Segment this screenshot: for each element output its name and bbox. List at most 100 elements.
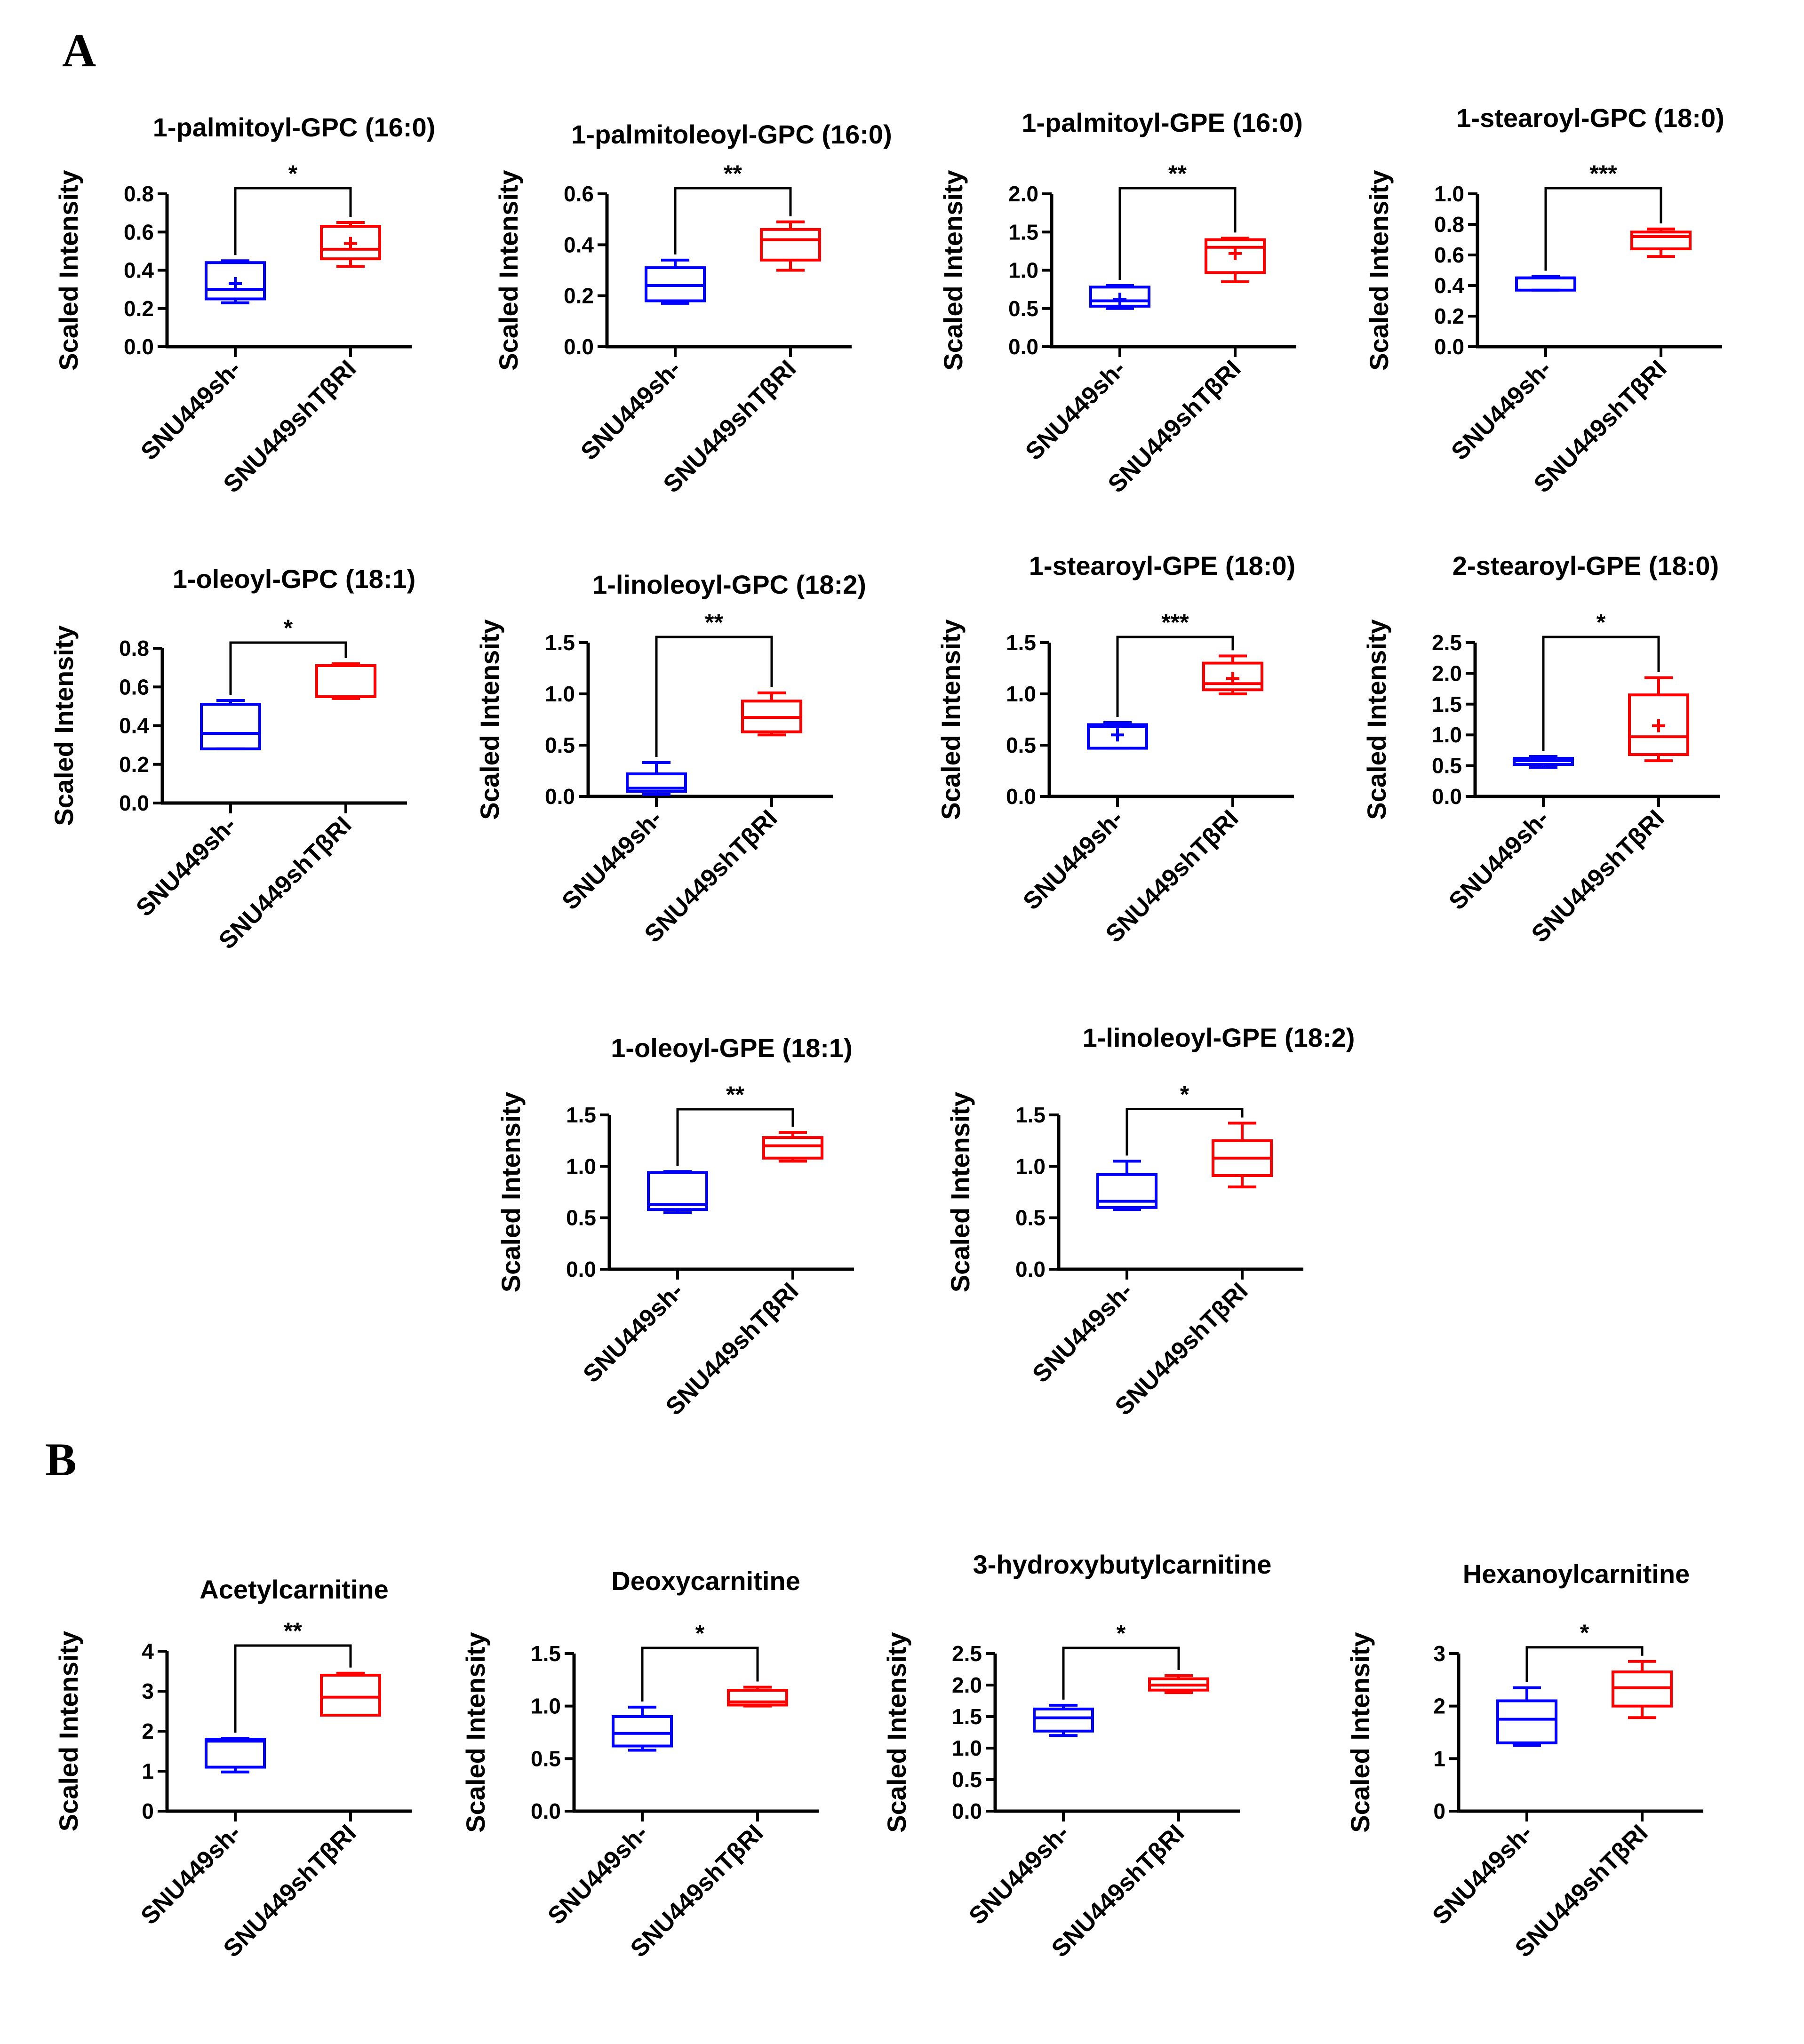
iqr-box xyxy=(200,703,261,750)
y-tick-label: 1.0 xyxy=(1006,682,1036,706)
y-axis-label: Scaled Intensity xyxy=(475,619,504,819)
y-tick-label: 0.6 xyxy=(119,675,149,699)
x-category-label: SNU449sh- xyxy=(578,1277,688,1388)
significance-label: *** xyxy=(1589,160,1617,187)
box-shTbRI xyxy=(1212,1121,1273,1189)
y-tick-label: 0.4 xyxy=(119,714,149,738)
y-tick-label: 0.2 xyxy=(564,284,594,308)
y-tick-label: 0.0 xyxy=(124,334,154,359)
y-axis-label: Scaled Intensity xyxy=(461,1632,490,1832)
chart-panel-7: 1-stearoyl-GPE (18:0) Scaled Intensity 0.0… xyxy=(936,551,1295,948)
y-tick-label: 0.0 xyxy=(1008,334,1038,359)
iqr-box xyxy=(1496,1699,1557,1744)
y-tick-label: 2.5 xyxy=(952,1641,982,1666)
chart-panel-9: 1-oleoyl-GPE (18:1) Scaled Intensity 0.0 0.… xyxy=(496,1033,854,1421)
y-tick-label: 2.0 xyxy=(1432,661,1462,685)
significance-label: * xyxy=(1180,1081,1189,1107)
x-category-label: SNU449sh- xyxy=(1020,355,1131,465)
chart-panel-11: Acetylcarnitine Scaled Intensity 0 1 2 3 4 SNU4… xyxy=(54,1575,412,1963)
y-axis-label: Scaled Intensity xyxy=(496,1092,526,1292)
iqr-box xyxy=(1515,276,1576,292)
iqr-box xyxy=(760,228,821,262)
iqr-box xyxy=(320,225,381,261)
y-tick-label: 0.5 xyxy=(545,733,575,757)
iqr-box xyxy=(1202,661,1263,692)
y-tick-label: 0.0 xyxy=(1015,1257,1046,1281)
significance-bracket xyxy=(655,636,773,757)
y-axis-label: Scaled Intensity xyxy=(938,170,968,370)
y-tick-label: 0.4 xyxy=(564,232,594,257)
y-tick-label: 0.2 xyxy=(124,296,154,321)
y-tick-label: 0.0 xyxy=(1432,784,1462,809)
box-shTbRI xyxy=(762,1131,823,1163)
y-tick-label: 0.8 xyxy=(124,182,154,206)
y-tick-label: 0.4 xyxy=(124,258,154,283)
box-sh-control xyxy=(1515,275,1576,292)
y-tick-label: 0.2 xyxy=(1434,304,1464,328)
significance-label: * xyxy=(1580,1620,1589,1646)
significance-bracket xyxy=(1116,636,1234,717)
chart-title: Deoxycarnitine xyxy=(611,1566,800,1596)
chart-panel-1: 1-palmitoyl-GPC (16:0) Scaled Intensity 0.… xyxy=(54,112,435,498)
iqr-box xyxy=(205,261,266,301)
y-tick-label: 0.5 xyxy=(1432,754,1462,778)
chart-title: 1-palmitoleoyl-GPC (16:0) xyxy=(571,119,892,149)
box-sh-control xyxy=(626,761,687,796)
y-tick-label: 0 xyxy=(142,1799,154,1823)
box-sh-control xyxy=(205,1737,266,1774)
y-tick-label: 1.0 xyxy=(1015,1154,1046,1178)
x-category-label: SNU449sh- xyxy=(1027,1277,1138,1388)
iqr-box xyxy=(1089,286,1150,308)
x-category-label: SNU449sh- xyxy=(543,1819,653,1930)
y-tick-label: 1.5 xyxy=(952,1704,982,1729)
significance-label: * xyxy=(695,1620,705,1646)
significance-bracket xyxy=(234,187,352,255)
y-tick-label: 0.6 xyxy=(1434,243,1464,267)
x-category-label: SNU449sh- xyxy=(1427,1819,1538,1930)
chart-panel-8: 2-stearoyl-GPE (18:0) Scaled Intensity 0.0… xyxy=(1362,551,1720,948)
y-tick-label: 0.0 xyxy=(952,1799,982,1823)
panel-label-a: A xyxy=(62,24,96,77)
y-tick-label: 2 xyxy=(1433,1694,1445,1718)
y-tick-label: 0 xyxy=(1433,1799,1445,1823)
box-shTbRI xyxy=(1612,1660,1673,1719)
x-category-label: SNU449sh- xyxy=(131,811,241,922)
y-tick-label: 0.0 xyxy=(545,784,575,809)
y-tick-label: 1.5 xyxy=(531,1641,561,1666)
box-shTbRI xyxy=(1148,1674,1209,1694)
chart-title: 1-stearoyl-GPE (18:0) xyxy=(1029,551,1295,581)
x-category-label: SNU449sh- xyxy=(557,804,667,915)
chart-title: 1-stearoyl-GPC (18:0) xyxy=(1456,103,1724,133)
y-tick-label: 0.5 xyxy=(1008,296,1038,321)
iqr-box xyxy=(647,1171,708,1211)
y-tick-label: 0.5 xyxy=(1006,733,1036,757)
box-shTbRI xyxy=(315,662,376,700)
chart-title: Hexanoylcarnitine xyxy=(1463,1559,1690,1589)
y-tick-label: 0.5 xyxy=(566,1206,596,1230)
y-tick-label: 3 xyxy=(1433,1641,1445,1666)
iqr-box xyxy=(727,1689,788,1707)
iqr-box xyxy=(1087,723,1148,750)
chart-title: 3-hydroxybutylcarnitine xyxy=(973,1550,1272,1579)
x-category-label: SNU449sh- xyxy=(1018,804,1128,915)
y-tick-label: 4 xyxy=(142,1639,154,1663)
box-sh-control xyxy=(612,1705,673,1752)
significance-bracket xyxy=(1118,187,1237,280)
box-shTbRI xyxy=(320,1671,381,1717)
y-tick-label: 1.5 xyxy=(1432,692,1462,716)
y-tick-label: 0.0 xyxy=(566,1257,596,1281)
y-tick-label: 1.5 xyxy=(1006,630,1036,655)
chart-title: Acetylcarnitine xyxy=(200,1575,389,1604)
chart-title: 1-palmitoyl-GPC (16:0) xyxy=(153,112,436,142)
significance-bracket xyxy=(1542,636,1660,751)
iqr-box xyxy=(320,1674,381,1717)
significance-bracket xyxy=(1126,1107,1244,1156)
box-shTbRI xyxy=(1628,676,1689,763)
y-tick-label: 0.5 xyxy=(531,1746,561,1771)
x-category-label: SNU449sh- xyxy=(1444,804,1554,915)
box-sh-control xyxy=(1496,1686,1557,1747)
box-sh-control xyxy=(200,699,261,750)
y-tick-label: 3 xyxy=(142,1679,154,1703)
y-axis-label: Scaled Intensity xyxy=(945,1092,975,1292)
